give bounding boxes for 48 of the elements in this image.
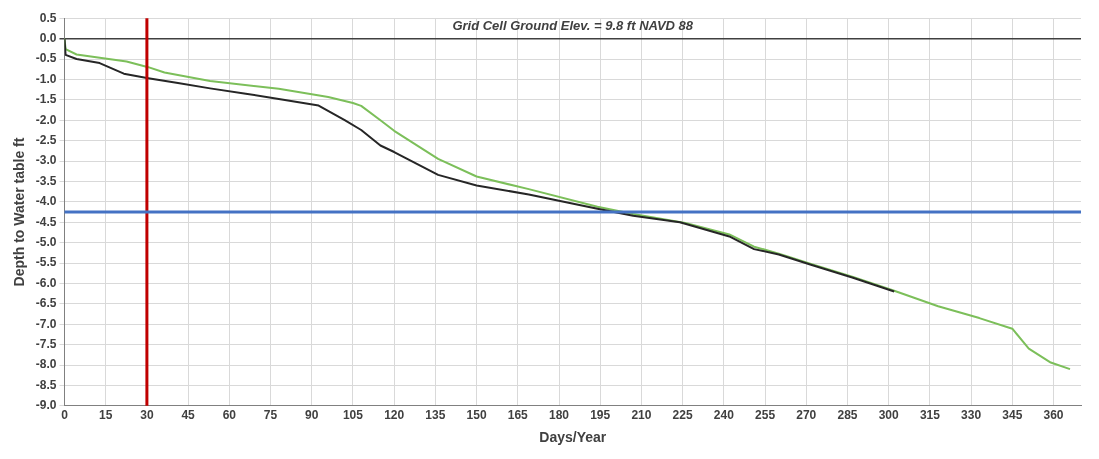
- y-tick-label: -8.5: [35, 377, 57, 392]
- x-tick-label: 165: [507, 408, 529, 423]
- y-tick-label: -5.5: [35, 255, 57, 270]
- y-tick-label: -7.0: [35, 316, 57, 331]
- y-tick-label: -4.0: [35, 194, 57, 209]
- x-tick-label: 345: [1002, 408, 1023, 423]
- x-tick-label: 360: [1043, 408, 1064, 423]
- x-tick-label: 75: [263, 408, 278, 423]
- x-tick-label: 255: [755, 408, 776, 423]
- y-tick-label: 0.5: [39, 10, 57, 25]
- x-tick-label: 315: [919, 408, 941, 423]
- y-tick-label: -1.0: [35, 71, 57, 86]
- x-tick-label: 150: [466, 408, 487, 423]
- y-tick-label: -6.5: [35, 296, 57, 311]
- x-tick-label: 195: [590, 408, 611, 423]
- y-tick-label: -9.0: [35, 398, 57, 413]
- y-tick-label: -3.0: [35, 153, 57, 168]
- y-tick-label: -6.0: [35, 275, 57, 290]
- x-tick-label: 180: [548, 408, 570, 423]
- x-tick-label: 0: [61, 408, 69, 423]
- y-tick-label: 0.0: [39, 30, 57, 45]
- y-tick-label: -0.5: [35, 51, 57, 66]
- y-tick-label: -8.0: [35, 357, 57, 372]
- x-tick-label: 120: [384, 408, 405, 423]
- y-tick-label: -2.5: [35, 132, 57, 147]
- x-tick-label: 15: [99, 408, 113, 423]
- x-tick-label: 330: [961, 408, 982, 423]
- y-tick-label: -7.5: [35, 336, 57, 351]
- x-axis-title: Days/Year: [539, 429, 607, 446]
- x-tick-label: 135: [425, 408, 446, 423]
- y-tick-label: -1.5: [35, 92, 57, 107]
- x-tick-label: 240: [713, 408, 735, 423]
- x-tick-label: 90: [305, 408, 319, 423]
- y-tick-label: -5.0: [35, 234, 57, 249]
- x-tick-label: 105: [342, 408, 364, 423]
- x-tick-label: 210: [631, 408, 652, 423]
- x-tick-label: 60: [222, 408, 237, 423]
- x-tick-label: 45: [181, 408, 196, 423]
- chart-title: Grid Cell Ground Elev. = 9.8 ft NAVD 88: [452, 18, 694, 34]
- x-tick-label: 225: [672, 408, 693, 423]
- y-tick-label: -3.5: [35, 173, 57, 188]
- x-tick-label: 285: [837, 408, 858, 423]
- x-tick-label: 30: [140, 408, 154, 423]
- y-tick-label: -2.0: [35, 112, 57, 127]
- x-tick-label: 270: [796, 408, 817, 423]
- y-tick-label: -4.5: [35, 214, 57, 229]
- x-tick-label: 300: [878, 408, 900, 423]
- y-axis-title: Depth to Water table ft: [11, 137, 28, 287]
